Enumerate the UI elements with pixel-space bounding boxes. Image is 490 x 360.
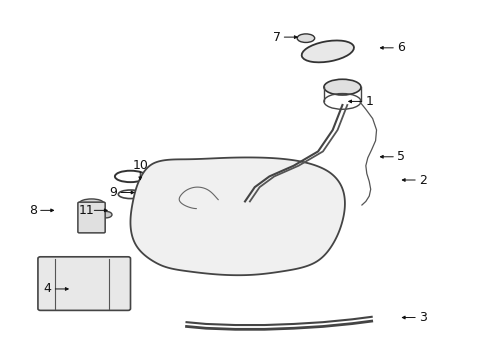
Text: 3: 3 bbox=[419, 311, 427, 324]
Text: 4: 4 bbox=[44, 283, 51, 296]
Ellipse shape bbox=[302, 40, 354, 62]
Ellipse shape bbox=[100, 211, 112, 218]
Text: 2: 2 bbox=[419, 174, 427, 186]
Text: 7: 7 bbox=[272, 31, 281, 44]
Text: 11: 11 bbox=[79, 204, 95, 217]
PathPatch shape bbox=[130, 157, 345, 275]
Ellipse shape bbox=[79, 199, 104, 207]
FancyBboxPatch shape bbox=[78, 202, 105, 233]
Ellipse shape bbox=[324, 79, 361, 95]
Text: 9: 9 bbox=[109, 186, 118, 199]
Text: 1: 1 bbox=[366, 95, 373, 108]
Text: 5: 5 bbox=[397, 150, 405, 163]
FancyBboxPatch shape bbox=[38, 257, 130, 310]
Text: 10: 10 bbox=[132, 159, 148, 172]
Text: 8: 8 bbox=[29, 204, 37, 217]
Ellipse shape bbox=[297, 34, 315, 42]
Text: 6: 6 bbox=[397, 41, 405, 54]
